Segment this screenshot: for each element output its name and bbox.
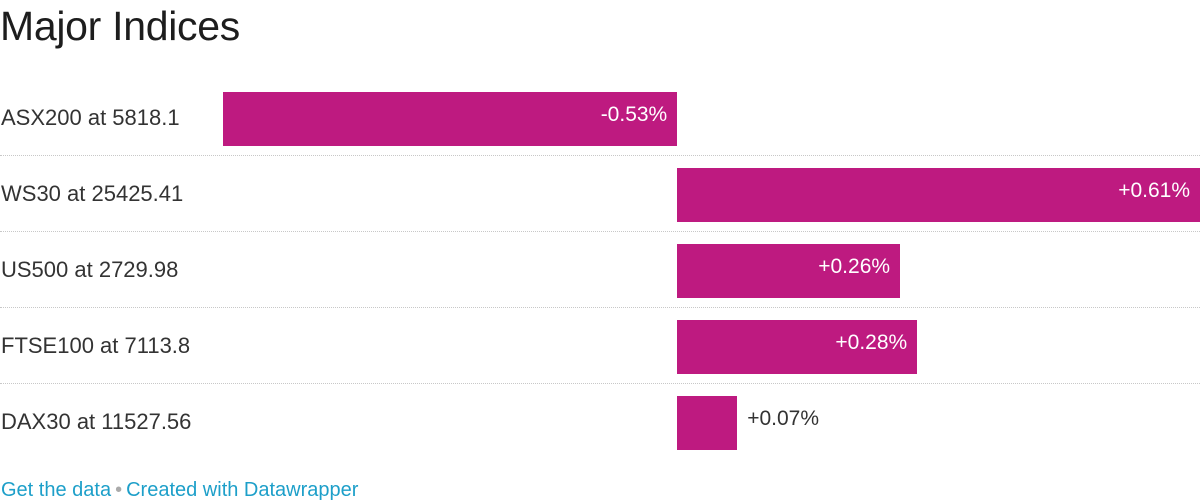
bar-row: DAX30 at 11527.56 +0.07% xyxy=(0,384,1200,460)
value-label: +0.26% xyxy=(818,255,891,278)
footer-separator: • xyxy=(115,479,123,501)
bar-row: ASX200 at 5818.1 -0.53% xyxy=(0,80,1200,156)
value-label: +0.28% xyxy=(835,331,908,354)
row-divider xyxy=(0,307,1200,308)
bar xyxy=(677,244,901,298)
row-divider xyxy=(0,383,1200,384)
get-data-link[interactable]: Get the data xyxy=(1,479,112,501)
value-label: +0.07% xyxy=(747,407,820,430)
category-label: WS30 at 25425.41 xyxy=(1,181,184,206)
category-label: US500 at 2729.98 xyxy=(1,257,179,282)
category-label: DAX30 at 11527.56 xyxy=(1,409,192,434)
chart-title: Major Indices xyxy=(0,3,240,49)
bar xyxy=(677,320,918,374)
created-with-link[interactable]: Created with Datawrapper xyxy=(126,479,359,501)
row-divider xyxy=(0,231,1200,232)
bar-row: FTSE100 at 7113.8 +0.28% xyxy=(0,308,1200,384)
value-label: +0.61% xyxy=(1118,179,1190,202)
bar-row: US500 at 2729.98 +0.26% xyxy=(0,232,1200,308)
category-label: FTSE100 at 7113.8 xyxy=(1,333,191,358)
value-label: -0.53% xyxy=(600,103,668,126)
row-divider xyxy=(0,155,1200,156)
bar-row: WS30 at 25425.41 +0.61% xyxy=(0,156,1200,232)
footer: Get the data • Created with Datawrapper xyxy=(1,476,358,504)
category-label: ASX200 at 5818.1 xyxy=(1,105,180,130)
bar xyxy=(223,92,678,146)
bar xyxy=(677,396,738,450)
bar xyxy=(677,168,1200,222)
bar-chart: ASX200 at 5818.1 -0.53% WS30 at 25425.41 +0… xyxy=(0,80,1200,460)
